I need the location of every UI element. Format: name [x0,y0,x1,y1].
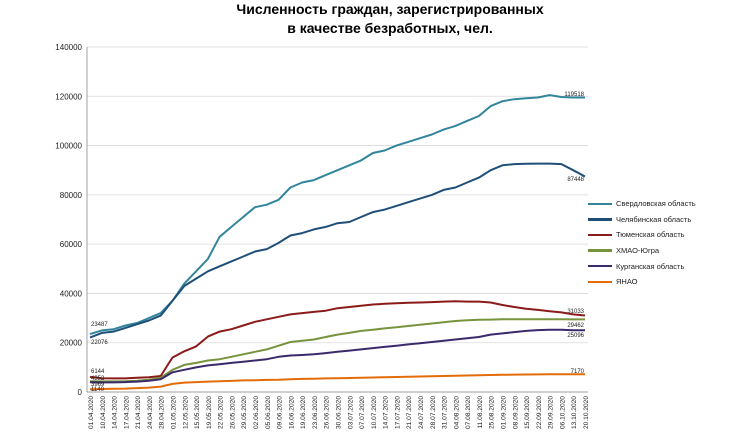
legend-label: Тюменская область [616,230,685,240]
x-tick-label: 09.06.2020 [277,396,284,429]
start-value-label: 4352 [91,376,105,382]
y-tick-label: 140000 [55,43,82,52]
start-value-label: 6144 [91,369,105,375]
x-tick-label: 01.05.2020 [171,396,178,429]
x-tick-label: 07.07.2020 [359,396,366,429]
x-tick-label: 12.05.2020 [182,396,189,429]
x-tick-label: 21.04.2020 [135,396,142,429]
x-tick-label: 17.07.2020 [394,396,401,429]
end-value-label: 29462 [567,323,584,329]
x-tick-label: 20.10.2020 [583,396,590,429]
x-tick-label: 02.06.2020 [253,396,260,429]
x-tick-label: 14.07.2020 [383,396,390,429]
legend: Свердловская область Челябинская область Т… [588,196,728,290]
legend-swatch [588,218,612,221]
series-line [89,94,585,336]
x-tick-label: 24.04.2020 [147,396,154,429]
series-line [89,318,585,383]
end-value-label: 25096 [567,333,584,339]
series-line [89,300,586,380]
legend-item: ХМАО-Югра [588,243,728,259]
y-tick-label: 80000 [60,191,83,200]
legend-item: Свердловская область [588,196,728,212]
x-tick-label: 28.04.2020 [159,396,166,429]
legend-label: Курганская область [616,261,685,271]
legend-item: Челябинская область [588,212,728,228]
y-axis: 0 20000 40000 60000 80000 100000 120000 140000 [55,43,88,397]
x-tick-label: 06.10.2020 [559,396,566,429]
legend-label: ХМАО-Югра [616,246,660,256]
x-tick-label: 26.06.2020 [324,396,331,429]
x-tick-label: 22.05.2020 [218,396,225,429]
chart-title-line-1: Численность граждан, зарегистрированных [236,1,544,17]
x-tick-label: 08.09.2020 [512,396,519,429]
series-line [89,162,586,339]
y-tick-label: 60000 [60,240,83,249]
x-tick-label: 29.05.2020 [241,396,248,429]
x-tick-label: 23.06.2020 [312,396,319,429]
x-tick-label: 30.06.2020 [336,396,343,429]
chart-title: Численность граждан, зарегистрированных … [170,0,610,38]
x-tick-label: 15.09.2020 [524,396,531,429]
x-tick-label: 15.05.2020 [194,396,201,429]
series-lines [89,94,586,391]
x-tick-label: 22.09.2020 [536,396,543,429]
x-tick-label: 11.08.2020 [477,396,484,429]
start-value-label: 3969 [91,382,105,388]
x-axis: 01.04.2020 10.04.2020 14.04.2020 17.04.2020… [87,391,590,429]
legend-swatch [588,249,612,252]
y-tick-label: 0 [78,388,83,397]
x-tick-label: 03.07.2020 [347,396,354,429]
legend-item: Курганская область [588,258,728,274]
legend-swatch [588,264,612,268]
x-tick-label: 24.07.2020 [418,396,425,429]
series-line [89,373,585,391]
legend-swatch [588,233,612,237]
x-tick-label: 10.07.2020 [371,396,378,429]
series-line [89,328,585,384]
end-value-label: 7170 [571,369,585,375]
legend-label: Челябинская область [616,214,692,224]
start-value-label: 22076 [91,340,108,346]
x-tick-label: 19.06.2020 [300,396,307,429]
end-value-label: 87448 [567,177,584,183]
end-value-label: 31033 [567,309,584,315]
x-tick-label: 25.08.2020 [489,396,496,429]
x-tick-label: 01.09.2020 [501,396,508,429]
x-tick-label: 13.10.2020 [571,396,578,429]
x-tick-label: 14.04.2020 [112,396,119,429]
x-tick-label: 07.08.2020 [465,396,472,429]
start-value-label: 23487 [91,322,108,328]
y-tick-label: 40000 [60,289,83,298]
x-tick-label: 04.08.2020 [453,396,460,429]
y-tick-label: 20000 [60,339,83,348]
x-tick-label: 19.05.2020 [206,396,213,429]
end-value-label: 119518 [564,92,584,98]
legend-label: ЯНАО [616,277,638,287]
y-tick-label: 100000 [55,142,82,151]
legend-label: Свердловская область [616,199,696,209]
chart-title-line-2: в качестве безработных, чел. [287,20,493,36]
x-tick-label: 26.05.2020 [229,396,236,429]
legend-swatch [588,202,612,206]
legend-item: ЯНАО [588,274,728,290]
x-tick-label: 10.04.2020 [100,396,107,429]
x-tick-label: 29.09.2020 [548,396,555,429]
x-tick-label: 05.06.2020 [265,396,272,429]
legend-swatch [588,280,612,284]
x-tick-label: 17.04.2020 [123,396,130,429]
x-tick-label: 01.04.2020 [88,396,95,429]
y-tick-label: 120000 [55,92,82,101]
x-tick-label: 21.07.2020 [406,396,413,429]
legend-item: Тюменская область [588,227,728,243]
start-value-label: 1140 [91,387,105,393]
x-tick-label: 16.06.2020 [288,396,295,429]
x-tick-label: 28.07.2020 [430,396,437,429]
x-tick-label: 31.07.2020 [442,396,449,429]
